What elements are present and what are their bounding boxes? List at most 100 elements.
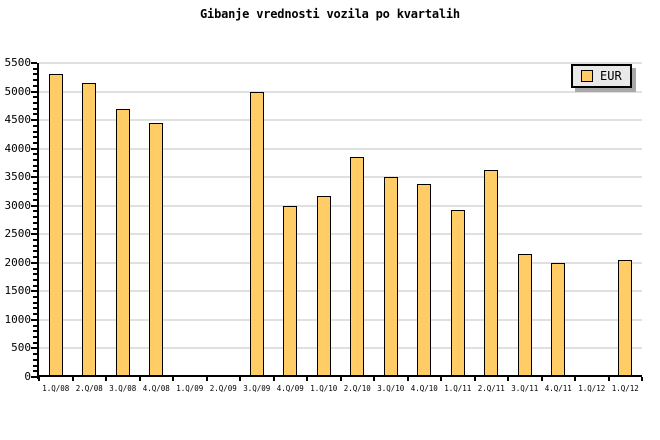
x-axis-line xyxy=(37,375,642,377)
y-axis-label: 2000 xyxy=(4,255,32,269)
x-axis-label: 2.Q/11 xyxy=(477,384,505,393)
x-tick-mark xyxy=(239,377,241,381)
y-minor-tick-mark xyxy=(33,187,37,190)
y-minor-tick-mark xyxy=(33,136,37,139)
y-major-tick-mark xyxy=(31,233,37,236)
gridline xyxy=(39,90,642,93)
x-axis-label: 4.Q/08 xyxy=(142,384,170,393)
x-tick-mark xyxy=(105,377,107,381)
x-tick-mark xyxy=(205,377,208,381)
y-minor-tick-mark xyxy=(33,313,37,316)
x-tick-mark xyxy=(540,377,543,381)
y-minor-tick-mark xyxy=(33,164,37,167)
gridline xyxy=(39,119,642,122)
x-tick-mark xyxy=(172,377,174,381)
y-minor-tick-mark xyxy=(33,130,37,133)
legend-swatch-icon xyxy=(581,70,593,82)
y-minor-tick-mark xyxy=(33,221,37,224)
x-axis-label: 3.Q/09 xyxy=(243,384,271,393)
y-minor-tick-mark xyxy=(33,96,37,99)
y-minor-tick-mark xyxy=(33,244,37,247)
x-axis-label: 2.Q/10 xyxy=(343,384,371,393)
y-minor-tick-mark xyxy=(33,330,37,333)
y-minor-tick-mark xyxy=(33,73,37,76)
chart-title: Gibanje vrednosti vozila po kvartalih xyxy=(200,7,460,21)
y-minor-tick-mark xyxy=(33,124,37,127)
x-axis-label: 3.Q/08 xyxy=(109,384,137,393)
y-major-tick-mark xyxy=(31,176,37,179)
bar-1.Q/10 xyxy=(316,195,331,377)
y-axis-label: 500 xyxy=(11,341,31,355)
y-axis-label: 3500 xyxy=(4,170,32,184)
y-axis-line xyxy=(37,63,39,379)
x-axis-label: 1.Q/10 xyxy=(310,384,338,393)
y-minor-tick-mark xyxy=(33,341,37,344)
y-axis-label: 0 xyxy=(24,370,31,383)
y-minor-tick-mark xyxy=(33,238,37,241)
y-axis-label: 1000 xyxy=(4,312,32,326)
y-minor-tick-mark xyxy=(33,336,37,339)
x-tick-mark xyxy=(440,377,442,381)
x-tick-mark xyxy=(641,377,643,381)
y-axis-label: 5500 xyxy=(4,56,32,69)
y-minor-tick-mark xyxy=(33,101,37,104)
bar-1.Q/08 xyxy=(48,74,63,377)
y-minor-tick-mark xyxy=(33,273,37,276)
y-minor-tick-mark xyxy=(33,107,37,110)
y-major-tick-mark xyxy=(31,90,37,93)
x-tick-mark xyxy=(406,377,409,381)
x-tick-mark xyxy=(71,377,74,381)
bar-3.Q/09 xyxy=(249,91,264,377)
legend: EUR xyxy=(571,64,632,88)
bar-4.Q/11 xyxy=(551,262,566,377)
y-minor-tick-mark xyxy=(33,301,37,304)
gridline xyxy=(39,318,642,321)
y-axis-label: 3000 xyxy=(4,198,32,212)
x-axis-label: 3.Q/11 xyxy=(511,384,539,393)
y-minor-tick-mark xyxy=(33,67,37,70)
y-minor-tick-mark xyxy=(33,324,37,327)
y-minor-tick-mark xyxy=(33,181,37,184)
y-minor-tick-mark xyxy=(33,227,37,230)
gridline xyxy=(39,204,642,207)
y-axis-label: 4000 xyxy=(4,141,32,155)
y-axis-label: 2500 xyxy=(4,227,32,241)
x-axis-label: 1.Q/11 xyxy=(444,384,472,393)
x-axis-label: 2.Q/08 xyxy=(75,384,103,393)
x-axis-label: 1.Q/09 xyxy=(176,384,204,393)
bar-4.Q/08 xyxy=(149,122,164,377)
bar-4.Q/09 xyxy=(283,205,298,377)
y-minor-tick-mark xyxy=(33,159,37,162)
gridline xyxy=(39,62,642,64)
y-minor-tick-mark xyxy=(33,284,37,287)
x-tick-mark xyxy=(306,377,308,381)
x-tick-mark xyxy=(574,377,576,381)
x-tick-mark xyxy=(507,377,509,381)
bar-3.Q/10 xyxy=(383,177,398,377)
gridline xyxy=(39,147,642,150)
x-axis-label: 2.Q/09 xyxy=(209,384,237,393)
x-axis-label: 1.Q/08 xyxy=(42,384,70,393)
y-minor-tick-mark xyxy=(33,153,37,156)
y-minor-tick-mark xyxy=(33,267,37,270)
y-minor-tick-mark xyxy=(33,353,37,356)
y-major-tick-mark xyxy=(31,62,37,64)
x-tick-mark xyxy=(373,377,375,381)
y-minor-tick-mark xyxy=(33,170,37,173)
y-major-tick-mark xyxy=(31,376,37,378)
y-minor-tick-mark xyxy=(33,199,37,202)
gridline xyxy=(39,233,642,236)
y-minor-tick-mark xyxy=(33,256,37,259)
y-minor-tick-mark xyxy=(33,370,37,373)
bar-2.Q/11 xyxy=(484,170,499,377)
x-tick-mark xyxy=(138,377,141,381)
x-axis-label: 4.Q/10 xyxy=(410,384,438,393)
x-axis-label: 1.Q/12 xyxy=(578,384,606,393)
x-axis-label: 1.Q/12 xyxy=(611,384,639,393)
plot-area: 0 500 1000 1500 2000 2500 3000 3500 4000 4500 5000… xyxy=(5,57,643,393)
x-tick-mark xyxy=(473,377,476,381)
bar-4.Q/10 xyxy=(417,184,432,377)
y-minor-tick-mark xyxy=(33,84,37,87)
y-minor-tick-mark xyxy=(33,278,37,281)
y-minor-tick-mark xyxy=(33,216,37,219)
